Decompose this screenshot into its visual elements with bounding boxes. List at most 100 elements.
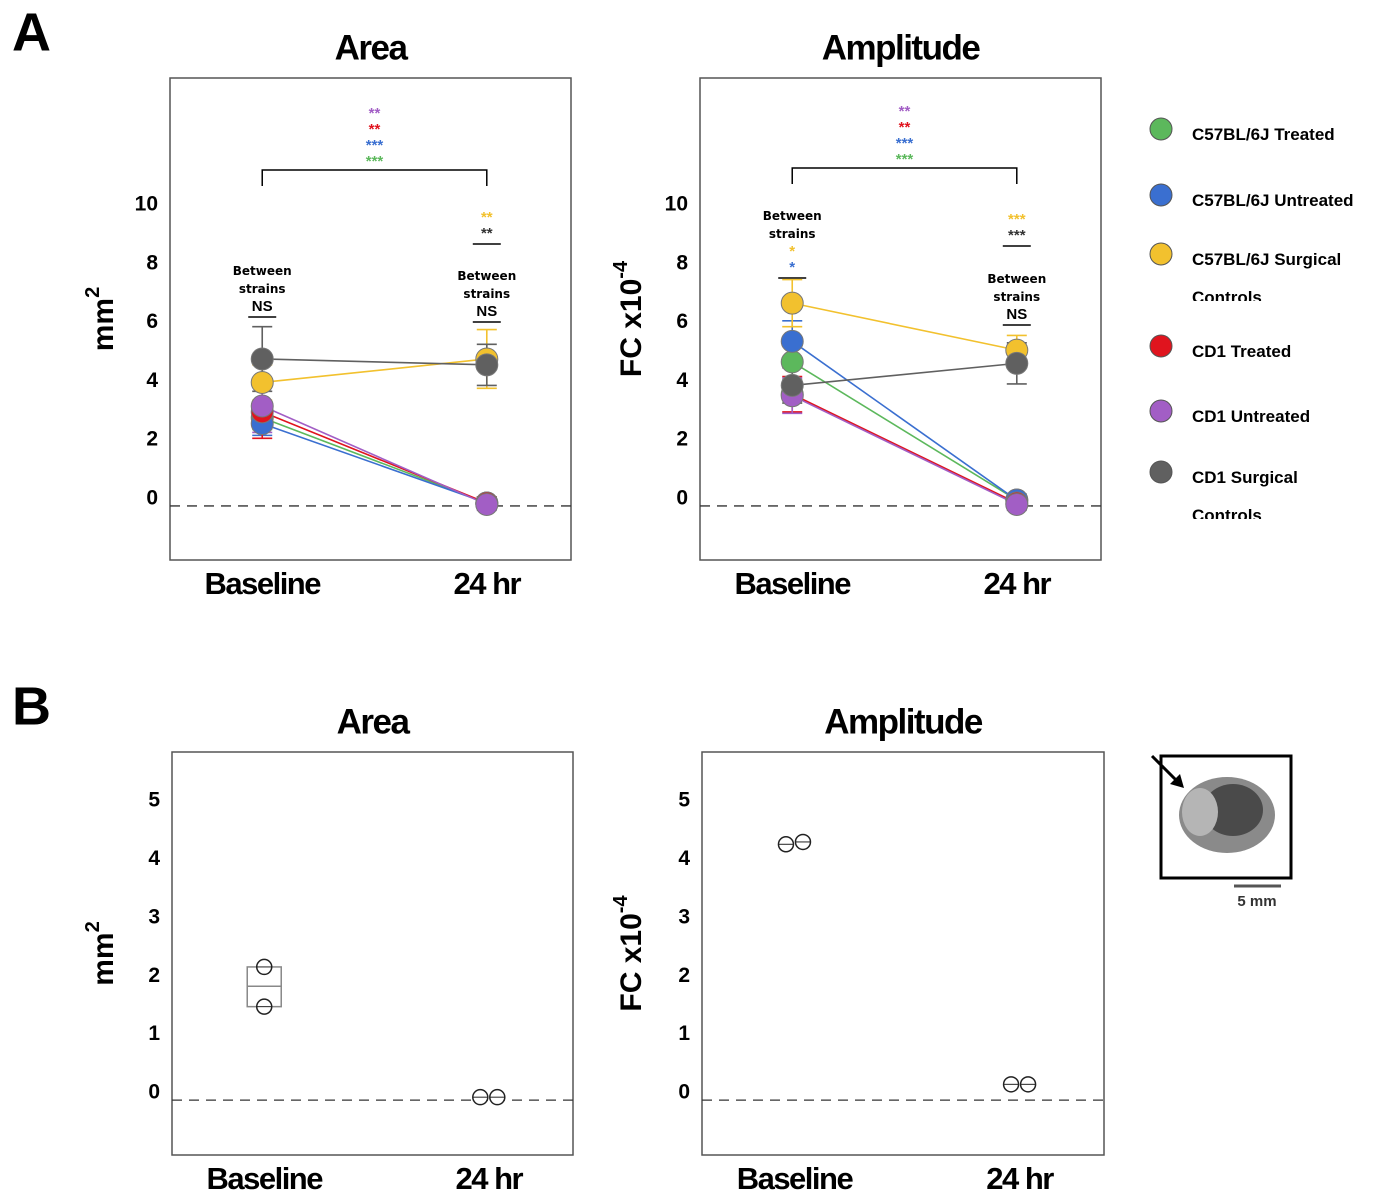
legend-swatch [1150,243,1172,265]
y-tick-label: 2 [146,428,158,451]
y-tick-label: 8 [146,251,158,274]
x-tick-label: 24 hr [983,566,1051,601]
bracket-stars: *** [896,135,914,152]
legend-label: CD1 Untreated [1192,398,1362,436]
y-axis-label: mm2 [82,921,120,985]
panel-label: A [12,2,51,62]
y-axis-label-sup: 2 [82,921,104,932]
group-mark: ** [481,225,493,242]
strain-test-label: Between strains [222,262,302,298]
bracket-stars: ** [899,103,911,120]
bracket-stars: ** [369,121,381,138]
y-axis-label-text: FC x10 [615,279,648,377]
group-mark: *** [1008,227,1026,244]
legend-swatch [1150,118,1172,140]
x-tick-label: Baseline [737,1161,854,1196]
y-tick-label: 4 [148,847,160,870]
y-tick-label: 3 [148,905,160,928]
y-axis-label-sup: 2 [82,287,104,298]
y-tick-label: 10 [135,193,158,216]
significance-bracket [262,170,487,186]
bracket-stars: ** [899,119,911,136]
y-tick-label: 1 [148,1022,160,1045]
legend-label-box: CD1 Surgical Controls [1192,459,1382,519]
panel-label: B [12,676,51,736]
point [781,292,803,314]
legend-label: CD1 Treated [1192,333,1362,371]
y-tick-label: 2 [678,964,690,987]
point [781,351,803,373]
legend-label-box: CD1 Untreated [1192,398,1382,458]
legend-swatch [1150,400,1172,422]
legend-label-box: C57BL/6J Surgical Controls [1192,241,1382,301]
plot-frame [702,752,1104,1155]
y-axis-label-text: mm [87,932,120,985]
chart-title: Area [337,702,411,741]
strain-test-label: Between strains [752,207,832,243]
strain-test-mark: NS [1006,306,1027,323]
y-tick-label: 2 [676,428,688,451]
y-axis-label: mm2 [82,287,120,351]
strain-test-mark: NS [252,298,273,315]
y-tick-label: 6 [676,310,688,333]
y-axis-label-sup: -4 [610,260,632,279]
y-tick-label: 0 [146,486,158,509]
y-tick-label: 0 [676,486,688,509]
y-tick-label: 5 [678,789,690,812]
plot-frame [172,752,573,1155]
bracket-stars: *** [366,153,384,170]
strain-test-mark: * [789,259,795,276]
y-tick-label: 4 [678,847,690,870]
chart-title: Amplitude [824,702,983,741]
strain-test-mark: * [789,243,795,260]
y-tick-label: 8 [676,251,688,274]
point [1006,493,1028,515]
y-axis-label: FC x10-4 [610,260,648,377]
bracket-stars: *** [366,137,384,154]
brain-inset [1152,756,1291,886]
legend-swatch [1150,461,1172,483]
legend-label: C57BL/6J Surgical Controls [1192,241,1362,301]
bracket-stars: *** [896,151,914,168]
point [251,395,273,417]
chart-title: Area [335,28,409,67]
x-tick-label: Baseline [204,566,321,601]
point [781,330,803,352]
y-tick-label: 10 [665,193,688,216]
y-tick-label: 1 [678,1022,690,1045]
legend-label-box: C57BL/6J Treated [1192,116,1382,176]
y-tick-label: 4 [676,369,688,392]
series-line [262,424,487,503]
strain-test-mark: NS [476,303,497,320]
legend-label-box: C57BL/6J Untreated [1192,182,1382,242]
y-axis-label-text: FC x10 [615,913,648,1011]
strain-test-label: Between strains [977,270,1057,306]
x-tick-label: Baseline [734,566,851,601]
y-tick-label: 3 [678,905,690,928]
brain-lesion [1182,788,1218,836]
group-mark: *** [1008,211,1026,228]
legend-label: C57BL/6J Untreated [1192,182,1362,220]
bracket-stars: ** [369,105,381,122]
legend-label: C57BL/6J Treated [1192,116,1362,154]
figure: AAreamm20246810Baseline24 hr**********Be… [0,0,1395,1199]
point [781,374,803,396]
y-tick-label: 0 [148,1081,160,1104]
series-line [792,394,1017,503]
x-tick-label: 24 hr [453,566,521,601]
series-line [792,341,1017,500]
y-axis-label: FC x10-4 [610,895,648,1012]
point [251,371,273,393]
y-tick-label: 4 [146,369,158,392]
y-tick-label: 6 [146,310,158,333]
scale-bar-label: 5 mm [1237,893,1276,910]
y-axis-label-text: mm [87,298,120,351]
point [476,354,498,376]
x-tick-label: 24 hr [455,1161,523,1196]
point [1006,352,1028,374]
series-line [262,406,487,504]
legend-swatch [1150,335,1172,357]
legend-swatch [1150,184,1172,206]
point [251,348,273,370]
x-tick-label: Baseline [206,1161,323,1196]
